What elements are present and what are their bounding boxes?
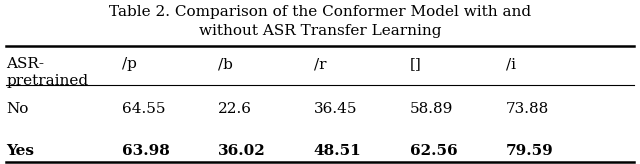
Text: 36.02: 36.02 (218, 144, 266, 158)
Text: /b: /b (218, 57, 232, 71)
Text: No: No (6, 102, 29, 116)
Text: 48.51: 48.51 (314, 144, 362, 158)
Text: 62.56: 62.56 (410, 144, 457, 158)
Text: Table 2. Comparison of the Conformer Model with and: Table 2. Comparison of the Conformer Mod… (109, 5, 531, 19)
Text: without ASR Transfer Learning: without ASR Transfer Learning (199, 24, 441, 38)
Text: /r: /r (314, 57, 326, 71)
Text: 73.88: 73.88 (506, 102, 549, 116)
Text: 64.55: 64.55 (122, 102, 165, 116)
Text: ASR-
pretrained: ASR- pretrained (6, 57, 88, 88)
Text: /i: /i (506, 57, 516, 71)
Text: 63.98: 63.98 (122, 144, 170, 158)
Text: []: [] (410, 57, 421, 71)
Text: Table 2. Comparison of the Conformer Model with and: Table 2. Comparison of the Conformer Mod… (109, 5, 531, 19)
Text: Yes: Yes (6, 144, 35, 158)
Text: 36.45: 36.45 (314, 102, 357, 116)
Text: /p: /p (122, 57, 136, 71)
Text: 22.6: 22.6 (218, 102, 252, 116)
Text: 58.89: 58.89 (410, 102, 453, 116)
Text: 79.59: 79.59 (506, 144, 554, 158)
